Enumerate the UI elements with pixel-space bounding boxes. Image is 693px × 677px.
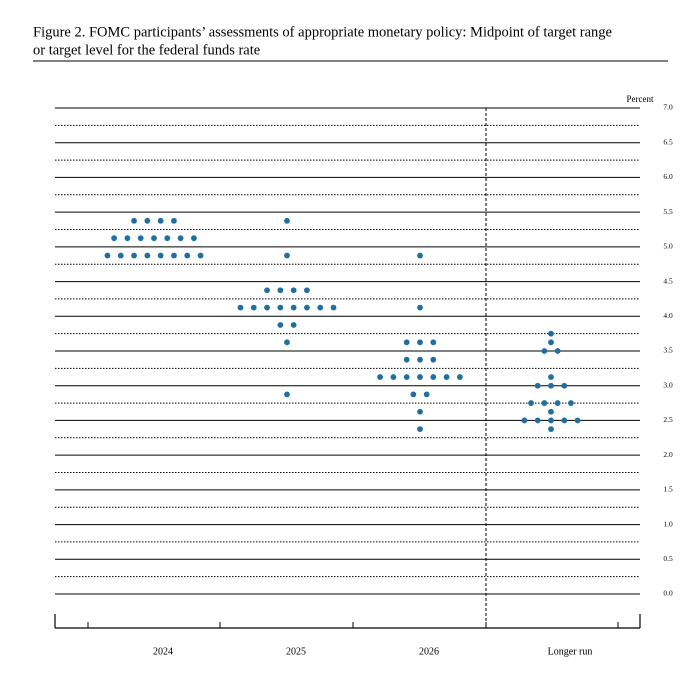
dot — [277, 304, 284, 311]
dot — [177, 235, 184, 242]
dot — [277, 287, 284, 294]
dot — [171, 217, 177, 224]
dot — [521, 417, 528, 424]
y-tick-label: 6.5 — [663, 137, 673, 146]
dot — [554, 400, 561, 406]
dot — [144, 252, 151, 259]
dot — [403, 356, 410, 363]
y-tick-label: 3.0 — [663, 380, 673, 389]
dot — [157, 217, 164, 224]
y-tick-label: 1.0 — [663, 519, 673, 528]
dot — [390, 374, 397, 380]
dot — [417, 356, 423, 363]
dot — [124, 235, 131, 242]
dot — [568, 400, 574, 406]
dot — [430, 374, 437, 380]
y-tick-label: 6.0 — [663, 172, 673, 181]
dot — [304, 304, 310, 311]
dot — [377, 374, 383, 380]
dot — [284, 391, 290, 398]
dot — [290, 322, 297, 328]
dot — [290, 304, 297, 311]
dot — [197, 252, 204, 259]
x-tick-label: 2026 — [419, 646, 439, 657]
dot — [548, 408, 554, 415]
y-tick-label: 5.0 — [663, 242, 673, 251]
dot — [548, 330, 554, 337]
dot — [574, 417, 581, 424]
dot — [157, 252, 164, 259]
y-tick-label: 0.5 — [663, 554, 673, 563]
dot — [184, 252, 191, 259]
dot — [541, 400, 548, 406]
dot — [548, 417, 554, 424]
chart-title-line: or target level for the federal funds ra… — [33, 42, 260, 58]
x-tick-label: 2025 — [286, 646, 306, 657]
dot — [430, 339, 437, 346]
dot — [561, 417, 568, 424]
dot — [284, 217, 290, 224]
y-tick-label: 0.0 — [663, 589, 673, 598]
dot — [548, 382, 554, 389]
dot — [250, 304, 257, 311]
dot — [403, 339, 410, 346]
dot — [290, 287, 297, 294]
dot — [528, 400, 534, 406]
dot — [104, 252, 111, 259]
dot — [137, 235, 144, 242]
x-tick-label: 2024 — [153, 646, 173, 657]
y-tick-label: 3.5 — [663, 346, 673, 355]
dot — [171, 252, 177, 259]
dot — [284, 339, 290, 346]
dot — [111, 235, 117, 242]
dot — [330, 304, 337, 311]
dot — [164, 235, 171, 242]
dot — [317, 304, 324, 311]
dot — [131, 217, 137, 224]
dot — [443, 374, 450, 380]
dot — [304, 287, 310, 294]
dot — [417, 426, 423, 433]
dot — [417, 408, 423, 415]
dot — [151, 235, 157, 242]
y-tick-label: 2.5 — [663, 415, 673, 424]
y-tick-label: 5.5 — [663, 207, 673, 216]
y-tick-label: 1.5 — [663, 485, 673, 494]
dot — [457, 374, 463, 380]
dot — [117, 252, 124, 259]
dot — [548, 426, 554, 433]
dot — [191, 235, 197, 242]
dot — [237, 304, 244, 311]
dot — [548, 339, 554, 346]
dot — [417, 374, 423, 380]
y-tick-label: 4.5 — [663, 276, 673, 285]
dot — [264, 304, 270, 311]
dot — [534, 382, 541, 389]
chart-title-line: Figure 2. FOMC participants’ assessments… — [33, 24, 612, 40]
dot — [144, 217, 151, 224]
dot — [403, 374, 410, 380]
dot — [423, 391, 430, 398]
dot — [554, 348, 561, 354]
y-axis-label: Percent — [627, 94, 654, 104]
dot — [548, 374, 554, 380]
dot — [131, 252, 137, 259]
dot — [417, 304, 423, 311]
dot — [541, 348, 548, 354]
dot — [284, 252, 290, 259]
y-tick-label: 7.0 — [663, 103, 673, 112]
dot — [277, 322, 284, 328]
dot — [410, 391, 417, 398]
x-tick-label: Longer run — [548, 646, 593, 657]
y-tick-label: 4.0 — [663, 311, 673, 320]
dot — [264, 287, 270, 294]
y-tick-label: 2.0 — [663, 450, 673, 459]
dot — [417, 252, 423, 259]
dot — [417, 339, 423, 346]
dot — [534, 417, 541, 424]
dot — [430, 356, 437, 363]
dot — [561, 382, 568, 389]
